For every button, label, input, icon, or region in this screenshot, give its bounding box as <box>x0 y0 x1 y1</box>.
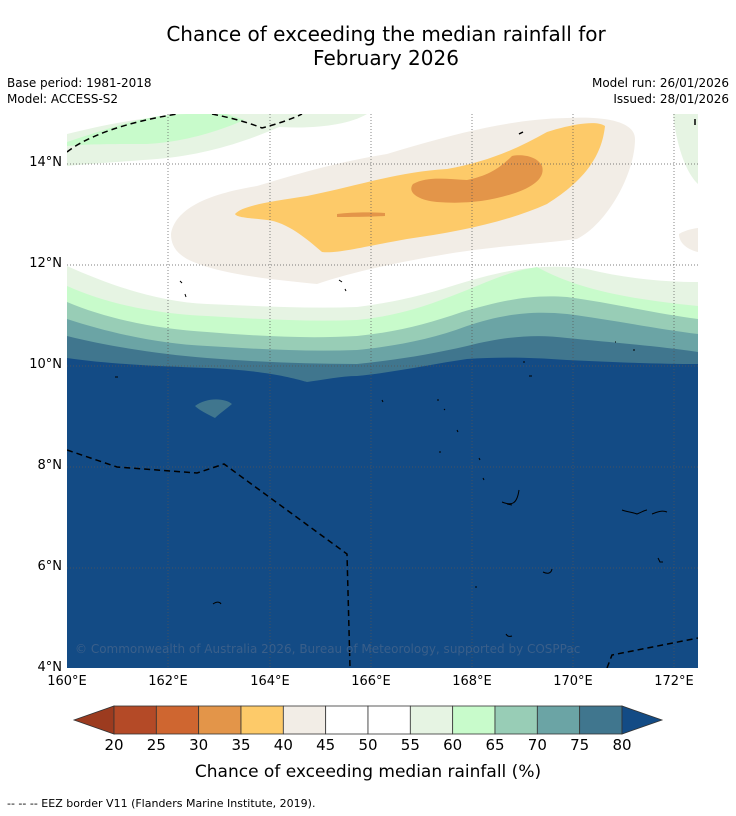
colorbar-segment-45-50 <box>325 705 369 735</box>
colorbar-tick-30: 30 <box>189 736 209 754</box>
islands <box>115 279 668 637</box>
lon-label-160e: 160°E <box>47 674 87 689</box>
colorbar-tick-50: 50 <box>358 736 378 754</box>
orange-region <box>411 155 543 203</box>
colorbar-tick-20: 20 <box>104 736 124 754</box>
base-period: Base period: 1981-2018 <box>7 76 152 90</box>
meta-left: Base period: 1981-2018 Model: ACCESS-S2 <box>7 75 152 107</box>
lon-label-170e: 170°E <box>553 674 593 689</box>
colorbar-tick-65: 65 <box>485 736 505 754</box>
chart-title: Chance of exceeding the median rainfall … <box>0 22 736 70</box>
rainfall-map: © Commonwealth of Australia 2026, Bureau… <box>67 114 698 668</box>
colorbar-tick-45: 45 <box>316 736 336 754</box>
lon-label-162e: 162°E <box>148 674 188 689</box>
colorbar-segment-55-60 <box>409 705 454 735</box>
colorbar-high-extension <box>621 705 664 735</box>
northeast-green-region <box>673 114 698 184</box>
colorbar-segment-70-75 <box>536 705 581 735</box>
colorbar-segment-25-30 <box>155 705 200 735</box>
colorbar-segment-35-40 <box>240 705 284 735</box>
lat-label-4n: 4°N <box>37 660 63 675</box>
colorbar-segment-30-35 <box>198 705 242 735</box>
north-top-green-region <box>227 114 367 128</box>
title-line-1: Chance of exceeding the median rainfall … <box>166 22 606 46</box>
model-name: Model: ACCESS-S2 <box>7 92 119 106</box>
lon-label-164e: 164°E <box>250 674 290 689</box>
copyright-text: © Commonwealth of Australia 2026, Bureau… <box>75 642 580 656</box>
colorbar-segment-40-45 <box>282 705 327 735</box>
colorbar-tick-75: 75 <box>570 736 590 754</box>
north-light-green-region <box>67 114 257 146</box>
small-orange-patch <box>337 212 385 217</box>
colorbar-tick-70: 70 <box>527 736 547 754</box>
colorbar-tick-55: 55 <box>400 736 420 754</box>
colorbar-segment-20-25 <box>113 705 157 735</box>
small-blue-patch <box>195 399 232 418</box>
colorbar <box>72 705 664 735</box>
colorbar-tick-80: 80 <box>612 736 632 754</box>
model-run: Model run: 26/01/2026 <box>591 76 729 90</box>
lon-label-168e: 168°E <box>452 674 492 689</box>
colorbar-low-extension <box>72 705 115 735</box>
colorbar-segment-65-70 <box>494 705 538 735</box>
lat-label-6n: 6°N <box>37 559 63 574</box>
colorbar-tick-25: 25 <box>146 736 166 754</box>
lon-label-172e: 172°E <box>654 674 694 689</box>
lon-label-166e: 166°E <box>351 674 391 689</box>
colorbar-segment-50-55 <box>367 705 411 735</box>
lat-label-14n: 14°N <box>29 155 62 170</box>
colorbar-tick-40: 40 <box>273 736 293 754</box>
eez-borders <box>67 114 698 668</box>
title-line-2: February 2026 <box>313 46 459 70</box>
issued-date: Issued: 28/01/2026 <box>613 92 729 106</box>
colorbar-segment-60-65 <box>452 705 496 735</box>
lat-label-10n: 10°N <box>29 357 62 372</box>
band-above-80 <box>67 357 698 668</box>
gridlines <box>67 114 698 668</box>
colorbar-segment-75-80 <box>579 705 623 735</box>
colorbar-tick-35: 35 <box>231 736 251 754</box>
lat-label-12n: 12°N <box>29 256 62 271</box>
colorbar-tick-60: 60 <box>443 736 463 754</box>
meta-right: Model run: 26/01/2026 Issued: 28/01/2026 <box>592 75 729 107</box>
lat-label-8n: 8°N <box>37 458 63 473</box>
footer-eez-note: -- -- -- EEZ border V11 (Flanders Marine… <box>7 797 316 810</box>
east-beige-region <box>679 228 698 252</box>
colorbar-title: Chance of exceeding median rainfall (%) <box>194 762 542 782</box>
